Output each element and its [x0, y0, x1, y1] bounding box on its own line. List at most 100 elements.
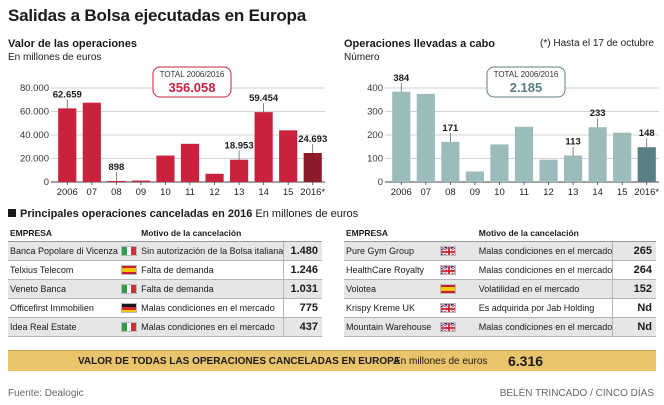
bar [441, 141, 460, 182]
italy-flag-icon [121, 284, 138, 295]
data-label: 18.953 [225, 141, 254, 152]
cancel-value: Nd [612, 298, 656, 318]
company-name: Banca Popolare di Vicenza [8, 241, 120, 261]
total-cancelled-value: 6.316 [508, 353, 544, 369]
x-tick-label: 08 [111, 187, 122, 198]
cancel-value: 265 [612, 241, 656, 261]
x-tick-label: 11 [185, 187, 195, 198]
chart2-unit: Número [344, 52, 380, 63]
y-tick-label: 0 [44, 177, 49, 188]
x-tick-label: 11 [519, 187, 529, 198]
bar [107, 180, 126, 182]
data-label: 148 [639, 128, 655, 139]
bar [392, 91, 411, 182]
x-tick-label: 14 [258, 187, 269, 198]
bar [303, 152, 322, 182]
total-cancelled-unit: En millones de euros [394, 356, 488, 367]
page-title: Salidas a Bolsa ejecutadas en Europa [8, 6, 306, 25]
cancel-reason: Malas condiciones en el mercado [476, 241, 613, 261]
col-empresa: EMPRESA [344, 228, 438, 242]
company-name: Veneto Banca [8, 279, 120, 299]
table-row: Officefirst Immobilien Malas condiciones … [8, 298, 322, 318]
table-row: Banca Popolare di Vicenza Sin autorizació… [8, 241, 322, 261]
section-title-text: Principales operaciones canceladas en 20… [20, 208, 253, 220]
bar [254, 112, 273, 182]
x-tick-label: 12 [543, 187, 554, 198]
data-label: 898 [108, 162, 124, 173]
x-tick-label: 2016* [634, 187, 659, 198]
bar [156, 155, 175, 182]
cancel-reason: Falta de demanda [139, 260, 284, 280]
y-tick-label: 300 [367, 107, 383, 118]
table-row: Idea Real Estate Malas condiciones en el … [8, 317, 322, 337]
cancel-value: 152 [612, 279, 656, 299]
x-tick-label: 14 [592, 187, 603, 198]
x-tick-label: 13 [568, 187, 579, 198]
x-tick-label: 10 [160, 187, 171, 198]
x-tick-label: 07 [87, 187, 98, 198]
y-tick-label: 20.000 [20, 154, 49, 165]
x-tick-label: 2006 [57, 187, 78, 198]
table-row: HealthCare Royalty Malas condiciones en e… [344, 260, 656, 280]
x-tick-label: 10 [494, 187, 505, 198]
table-row: Telxius Telecom Falta de demanda 1.246 [8, 260, 322, 280]
cancel-value: 1.031 [283, 279, 322, 299]
bar [564, 155, 583, 182]
chart-value: 0 20.000 40.000 60.000 80.000 2006 07 08 09 10 11 1… [20, 66, 327, 198]
cancel-value: 437 [283, 317, 322, 337]
x-tick-label: 12 [209, 187, 220, 198]
bar [637, 147, 656, 182]
bar [180, 143, 200, 182]
bar [514, 126, 534, 182]
x-tick-label: 08 [445, 187, 456, 198]
source: Fuente: Dealogic [8, 388, 84, 399]
italy-flag-icon [121, 246, 138, 257]
x-tick-label: 2006 [391, 187, 412, 198]
cancel-reason: Sin autorización de la Bolsa italiana [139, 241, 284, 261]
section-unit: En millones de euros [255, 208, 359, 220]
col-motivo: Motivo de la cancelación [139, 228, 284, 242]
data-label: 233 [590, 108, 606, 119]
data-label: 62.659 [53, 89, 82, 100]
cancel-reason: Malas condiciones en el mercado [139, 298, 284, 318]
x-tick-label: 07 [421, 187, 432, 198]
bar [279, 130, 298, 182]
total-callout [486, 66, 566, 98]
total-cancelled-bar: VALOR DE TODAS LAS OPERACIONES CANCELADA… [8, 350, 656, 371]
data-label: 59.454 [249, 93, 279, 104]
bar [490, 144, 509, 182]
x-tick-label: 13 [234, 187, 245, 198]
chart1-unit: En millones de euros [8, 52, 102, 63]
bar [539, 159, 558, 182]
germany-flag-icon [121, 303, 138, 314]
cancelled-table-left: EMPRESA Motivo de la cancelación Banca P… [8, 228, 322, 337]
company-name: Pure Gym Group [344, 241, 438, 261]
cancel-reason: Malas condiciones en el mercado [476, 317, 613, 337]
company-name: Idea Real Estate [8, 317, 120, 337]
x-tick-label: 15 [283, 187, 294, 198]
data-label: 171 [442, 123, 459, 134]
cancel-reason: Falta de demanda [139, 279, 284, 299]
y-tick-label: 200 [367, 130, 383, 141]
table-row: Volotea Volatilidad en el mercado 152 [344, 279, 656, 299]
uk-flag-icon [439, 246, 456, 257]
table-row: Veneto Banca Falta de demanda 1.031 [8, 279, 322, 299]
cancel-reason: Malas condiciones en el mercado [476, 260, 613, 280]
data-label: 24.693 [298, 134, 327, 145]
chart1-title: Valor de las operaciones [8, 38, 138, 50]
col-empresa: EMPRESA [8, 228, 120, 242]
cancel-value: 264 [612, 260, 656, 280]
footnote-date: (*) Hasta el 17 de octubre [540, 38, 654, 49]
y-tick-label: 0 [378, 177, 383, 188]
company-name: HealthCare Royalty [344, 260, 438, 280]
data-label: 113 [565, 136, 580, 147]
cancel-value: 1.246 [283, 260, 322, 280]
total-callout-label: TOTAL 2006/2016 [494, 70, 559, 79]
y-tick-label: 400 [367, 83, 383, 94]
company-name: Telxius Telecom [8, 260, 120, 280]
x-tick-label: 15 [617, 187, 628, 198]
spain-flag-icon [121, 265, 138, 276]
italy-flag-icon [121, 322, 138, 333]
bar [82, 102, 101, 182]
y-tick-label: 80.000 [20, 83, 49, 94]
